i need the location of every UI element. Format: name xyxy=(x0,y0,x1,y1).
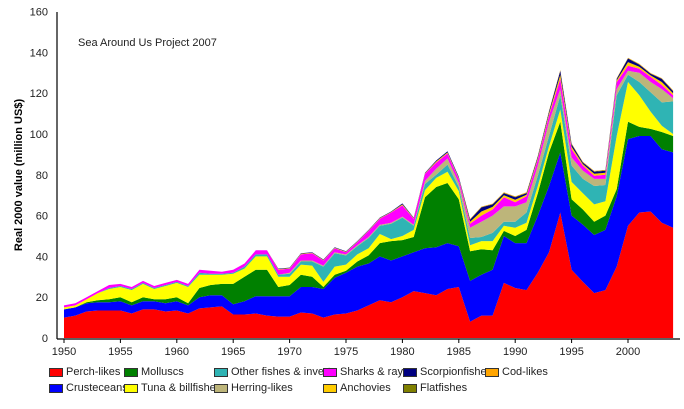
legend-label: Cod-likes xyxy=(502,366,548,378)
legend-item-tuna-billfishes: Tuna & billfishes xyxy=(124,382,221,394)
source-annotation: Sea Around Us Project 2007 xyxy=(78,37,217,49)
x-tick-label: 1950 xyxy=(52,346,76,358)
x-tick-label: 1955 xyxy=(108,346,132,358)
y-tick-label: 20 xyxy=(36,292,48,304)
x-tick-label: 1985 xyxy=(447,346,471,358)
legend-label: Scorpionfishes xyxy=(420,366,493,378)
legend-item-anchovies: Anchovies xyxy=(323,382,391,394)
legend-swatch xyxy=(214,383,228,393)
x-tick-label: 1990 xyxy=(503,346,527,358)
legend-label: Herring-likes xyxy=(231,382,293,394)
legend-swatch xyxy=(403,383,417,393)
legend-label: Perch-likes xyxy=(66,366,121,378)
area-perch-likes xyxy=(64,211,674,338)
legend-item-molluscs: Molluscs xyxy=(124,366,184,378)
legend-label: Anchovies xyxy=(340,382,391,394)
legend-swatch xyxy=(403,367,417,377)
y-ticks: 0 20 40 60 80 100 120 140 160 xyxy=(30,7,48,345)
legend-swatch xyxy=(49,383,63,393)
y-tick-label: 60 xyxy=(36,211,48,223)
legend-label: Molluscs xyxy=(141,366,184,378)
area-layers xyxy=(64,57,674,338)
legend-swatch xyxy=(323,383,337,393)
x-tick-label: 1980 xyxy=(390,346,414,358)
legend: Perch-likes Crusteceans Molluscs Tuna & bil… xyxy=(0,364,684,404)
legend-item-perch-likes: Perch-likes xyxy=(49,366,120,378)
y-tick-label: 0 xyxy=(42,333,48,345)
legend-label: Tuna & billfishes xyxy=(141,382,222,394)
legend-swatch xyxy=(485,367,499,377)
legend-label: Flatfishes xyxy=(420,382,468,394)
legend-label: Sharks & rays xyxy=(340,366,409,378)
legend-swatch xyxy=(214,367,228,377)
y-tick-label: 160 xyxy=(30,7,48,19)
legend-item-sharks-rays: Sharks & rays xyxy=(323,366,408,378)
y-tick-label: 120 xyxy=(30,88,48,100)
y-tick-label: 80 xyxy=(36,170,48,182)
x-ticks: 1950 1955 1960 1965 1970 1975 1980 1985 1990 1995… xyxy=(52,339,640,358)
legend-swatch xyxy=(124,383,138,393)
legend-item-herring-likes: Herring-likes xyxy=(214,382,293,394)
x-tick-label: 1960 xyxy=(165,346,189,358)
y-tick-label: 40 xyxy=(36,251,48,263)
legend-label: Crusteceans xyxy=(66,382,128,394)
legend-item-other-fishes-inverts: Other fishes & inverts xyxy=(214,366,336,378)
legend-swatch xyxy=(49,367,63,377)
y-tick-label: 100 xyxy=(30,129,48,141)
x-tick-label: 1970 xyxy=(277,346,301,358)
x-tick-label: 2000 xyxy=(616,346,640,358)
legend-item-flatfishes: Flatfishes xyxy=(403,382,467,394)
legend-swatch xyxy=(124,367,138,377)
x-tick-label: 1975 xyxy=(334,346,358,358)
legend-swatch xyxy=(323,367,337,377)
area-crusteceans xyxy=(64,136,674,322)
legend-item-cod-likes: Cod-likes xyxy=(485,366,548,378)
x-tick-label: 1995 xyxy=(559,346,583,358)
x-tick-label: 1965 xyxy=(221,346,245,358)
legend-item-scorpionfishes: Scorpionfishes xyxy=(403,366,492,378)
y-axis-label: Real 2000 value (million US$) xyxy=(13,99,25,252)
y-tick-label: 140 xyxy=(30,47,48,59)
legend-label: Other fishes & inverts xyxy=(231,366,337,378)
legend-item-crusteceans: Crusteceans xyxy=(49,382,128,394)
